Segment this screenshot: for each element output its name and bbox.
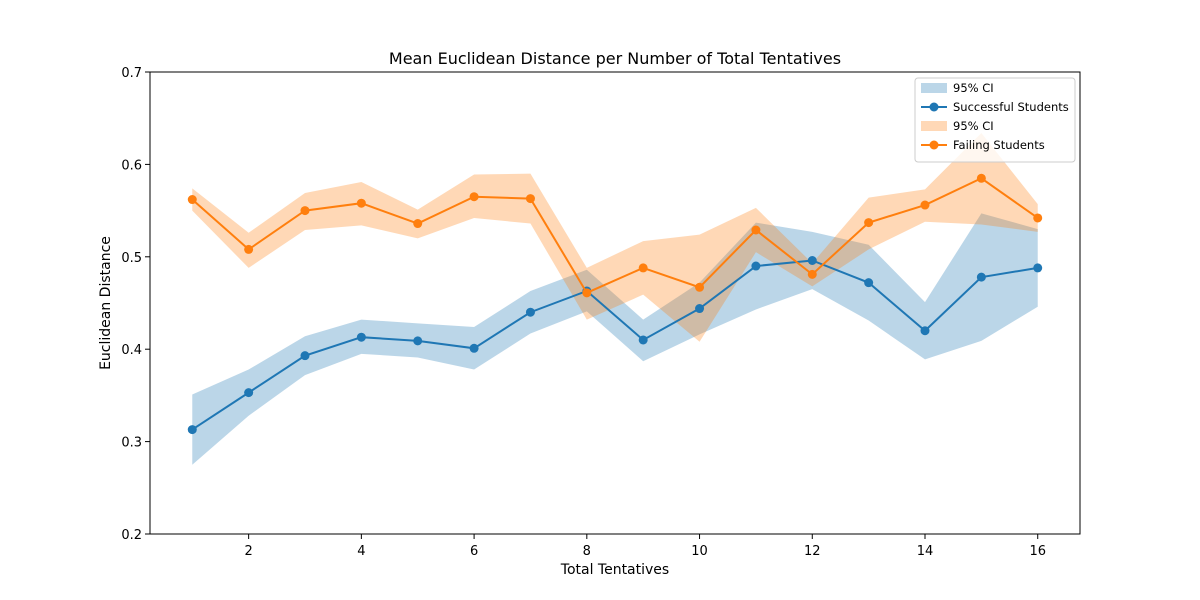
data-point-series-1-12 bbox=[864, 218, 874, 228]
x-tick-label: 10 bbox=[691, 544, 708, 559]
data-point-series-1-2 bbox=[300, 206, 310, 216]
y-tick-label: 0.7 bbox=[121, 66, 142, 81]
data-point-series-0-14 bbox=[976, 272, 986, 282]
data-point-series-1-4 bbox=[413, 219, 423, 229]
y-tick-label: 0.4 bbox=[121, 343, 142, 358]
data-point-series-0-4 bbox=[413, 336, 423, 346]
y-tick-label: 0.6 bbox=[121, 158, 142, 173]
x-tick-label: 12 bbox=[804, 544, 821, 559]
data-point-series-1-3 bbox=[356, 198, 366, 208]
legend-label: Successful Students bbox=[953, 100, 1069, 114]
y-tick-label: 0.2 bbox=[121, 528, 142, 543]
data-point-series-0-13 bbox=[920, 326, 930, 336]
data-point-series-0-5 bbox=[469, 343, 479, 353]
data-point-series-0-2 bbox=[300, 351, 310, 361]
data-point-series-0-6 bbox=[525, 307, 535, 317]
data-point-series-1-11 bbox=[807, 269, 817, 279]
legend-label: 95% CI bbox=[953, 81, 994, 95]
data-point-series-1-1 bbox=[244, 244, 254, 254]
ci-band-series-1 bbox=[192, 132, 1038, 342]
legend: 95% CI Successful Students 95% CI Failing S… bbox=[914, 77, 1076, 163]
data-point-series-0-9 bbox=[695, 304, 705, 314]
legend-swatch-ci-0 bbox=[921, 83, 947, 93]
legend-label: Failing Students bbox=[953, 138, 1045, 152]
ci-band-series-0 bbox=[192, 213, 1038, 465]
data-point-series-0-11 bbox=[807, 256, 817, 265]
data-point-series-1-13 bbox=[920, 200, 930, 210]
y-tick-label: 0.3 bbox=[121, 436, 142, 451]
x-axis-label: Total Tentatives bbox=[560, 562, 669, 578]
data-point-series-0-3 bbox=[356, 332, 366, 342]
data-point-series-0-10 bbox=[751, 261, 761, 271]
series-line-1 bbox=[191, 177, 1039, 295]
data-point-series-1-8 bbox=[638, 263, 648, 273]
y-axis-label: Euclidean Distance bbox=[98, 236, 114, 370]
data-point-series-1-6 bbox=[525, 194, 535, 204]
series-line-0 bbox=[191, 259, 1038, 431]
data-point-series-0-12 bbox=[864, 278, 874, 288]
x-tick-label: 8 bbox=[583, 544, 591, 559]
axes: 2 4 6 8 10 12 14 16 0.2 0.3 0.4 0.5 0.6 0.7 bbox=[121, 66, 1081, 559]
data-point-series-0-0 bbox=[187, 425, 197, 435]
x-tick-label: 16 bbox=[1029, 544, 1046, 559]
legend-box bbox=[914, 77, 1076, 163]
data-point-series-1-5 bbox=[469, 192, 479, 202]
data-point-series-1-14 bbox=[976, 173, 986, 183]
data-point-series-0-1 bbox=[244, 388, 254, 398]
data-point-series-1-10 bbox=[751, 225, 761, 235]
legend-label: 95% CI bbox=[953, 119, 994, 133]
x-tick-label: 14 bbox=[917, 544, 934, 559]
axes-frame bbox=[149, 71, 1081, 535]
x-tick-label: 4 bbox=[357, 544, 365, 559]
data-point-series-1-0 bbox=[187, 195, 197, 205]
data-point-series-1-15 bbox=[1033, 213, 1043, 223]
y-tick-label: 0.5 bbox=[121, 251, 142, 266]
chart-title: Mean Euclidean Distance per Number of To… bbox=[389, 49, 841, 68]
data-point-series-0-15 bbox=[1033, 263, 1043, 273]
data-point-series-1-7 bbox=[582, 288, 592, 298]
legend-marker-0 bbox=[929, 102, 939, 112]
x-tick-label: 2 bbox=[244, 544, 252, 559]
legend-swatch-ci-1 bbox=[921, 121, 947, 131]
data-point-series-1-9 bbox=[695, 282, 705, 292]
legend-marker-1 bbox=[929, 140, 939, 150]
data-point-series-0-8 bbox=[638, 335, 648, 345]
x-tick-label: 6 bbox=[470, 544, 478, 559]
plot-area bbox=[187, 132, 1043, 465]
